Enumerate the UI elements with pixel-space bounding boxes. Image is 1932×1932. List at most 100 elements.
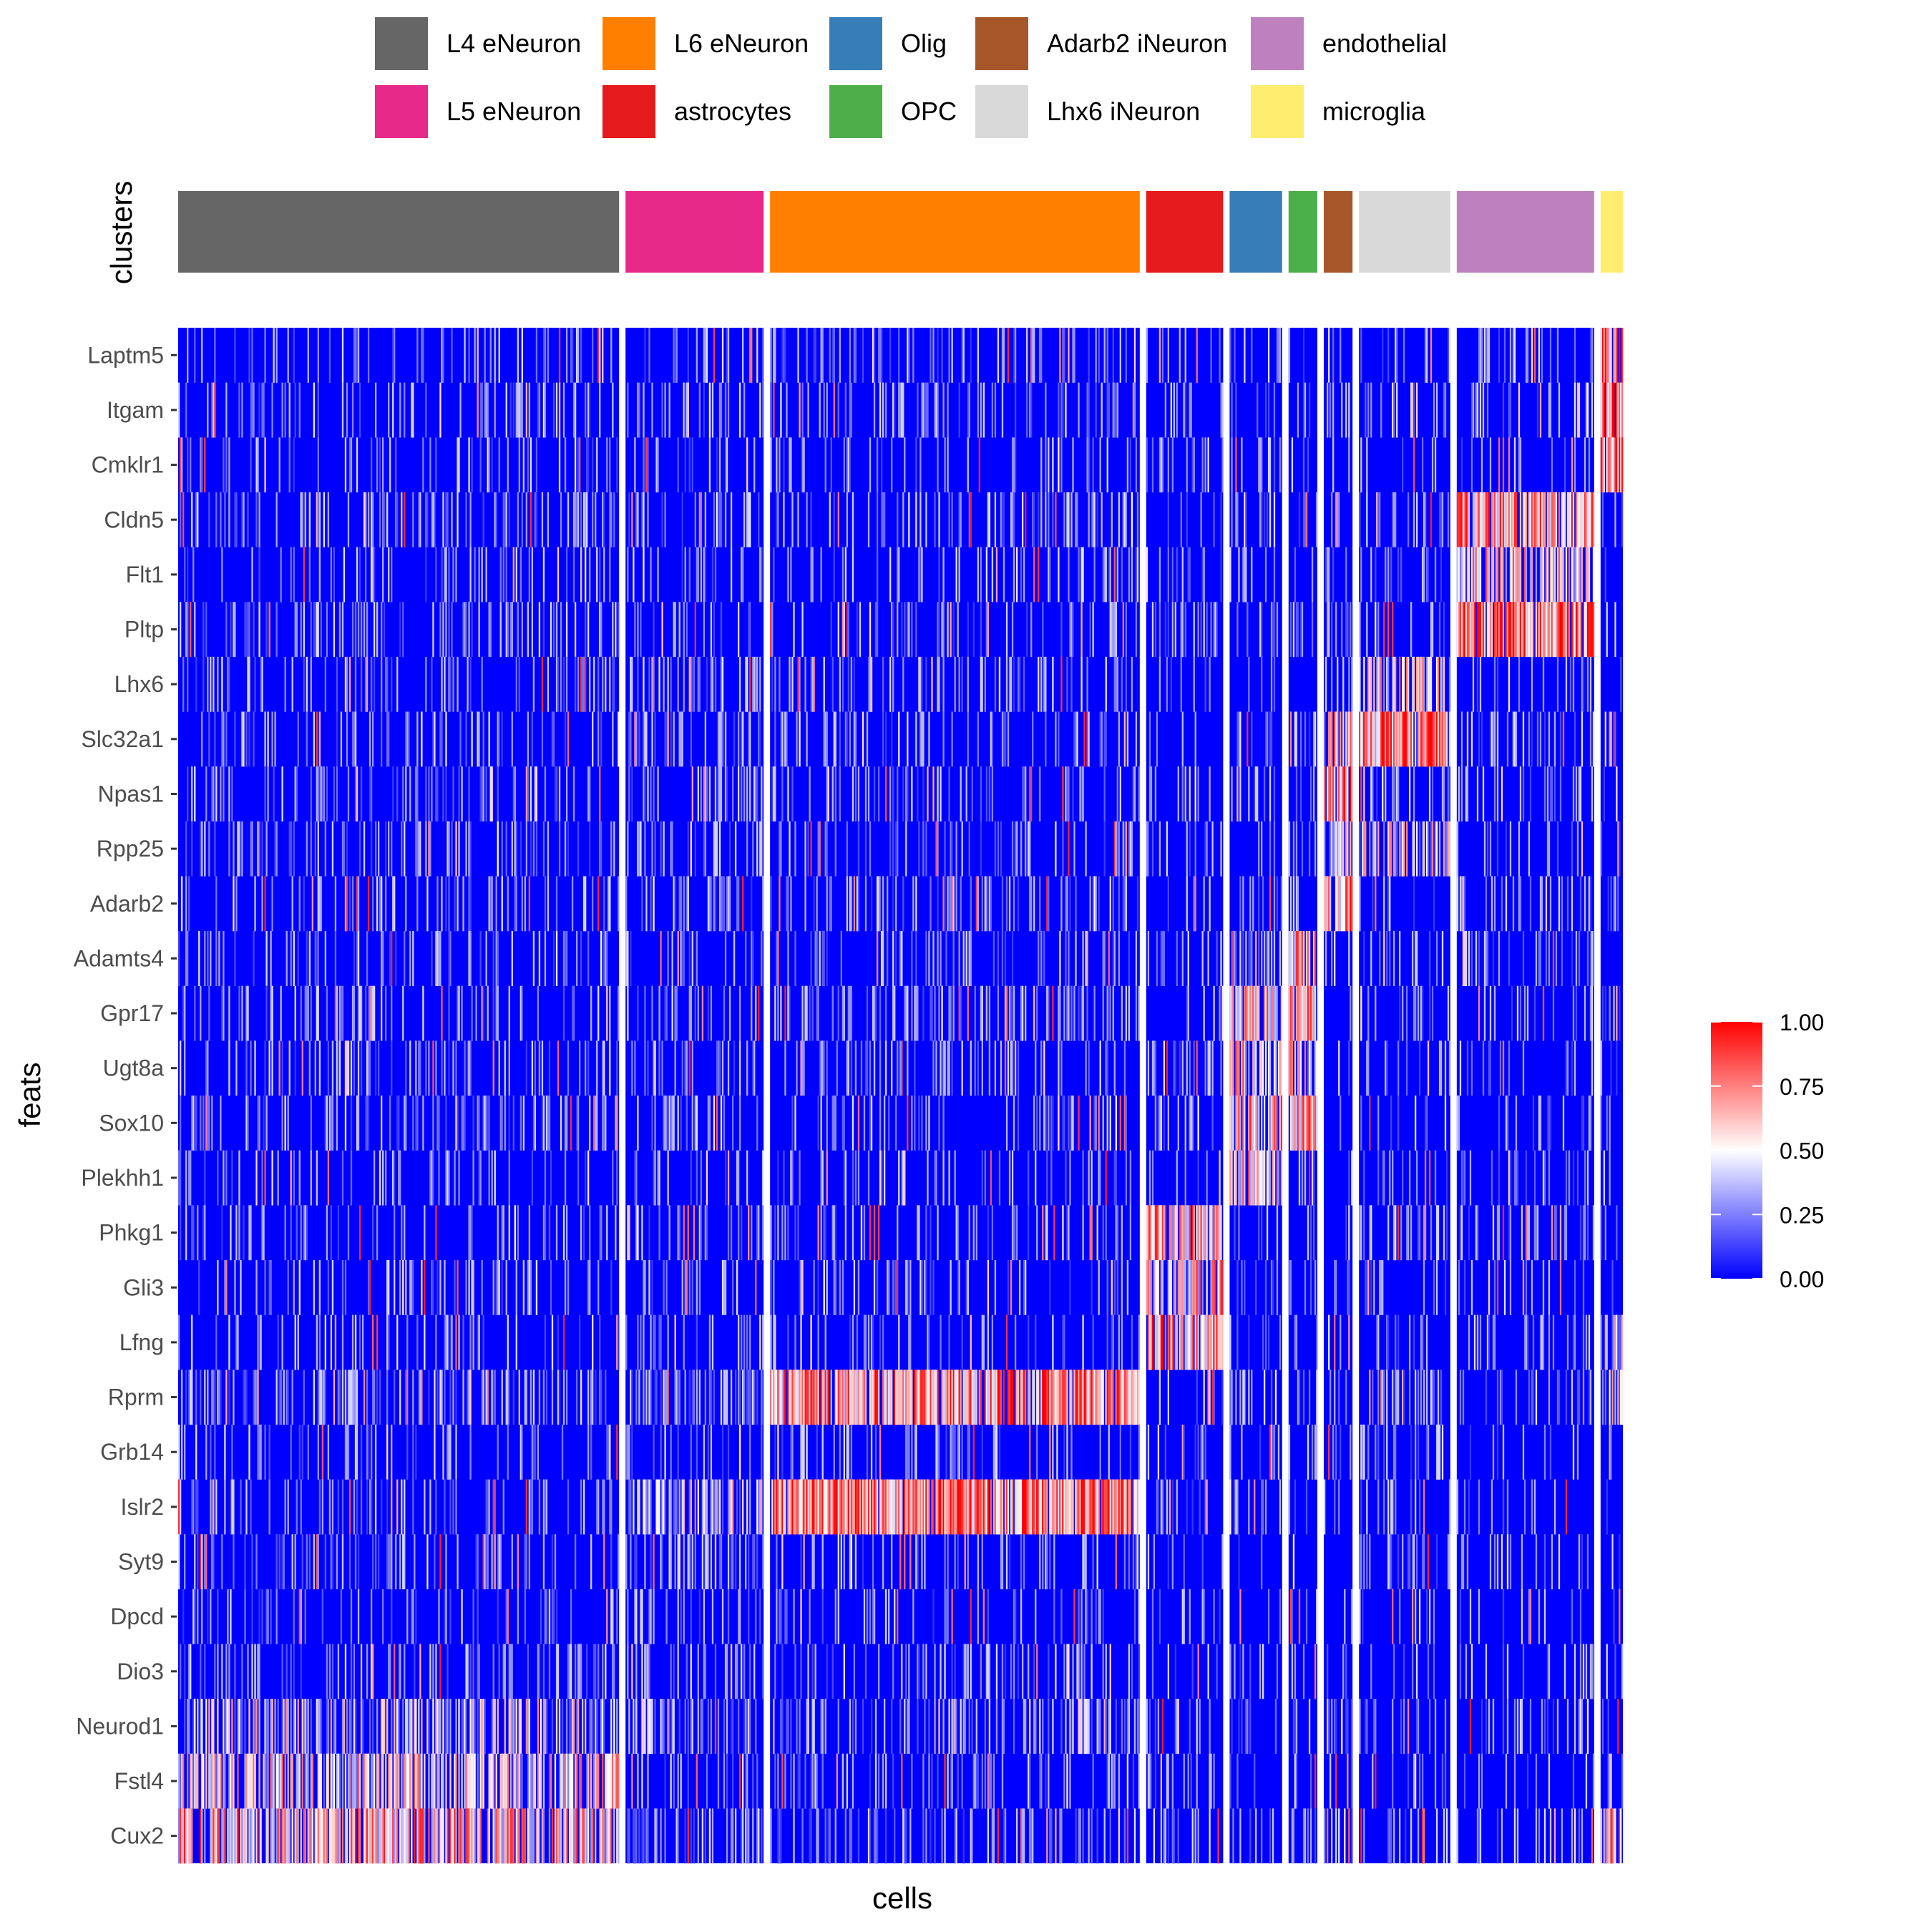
heatmap-cell: [947, 1589, 949, 1644]
heatmap-cell: [761, 1424, 763, 1480]
heatmap-cell: [330, 547, 333, 602]
heatmap-cell: [224, 1424, 226, 1480]
heatmap-cell: [371, 1534, 374, 1590]
heatmap-cell: [974, 985, 976, 1041]
heatmap-cell: [557, 1644, 560, 1699]
heatmap-cell: [972, 1479, 975, 1535]
heatmap-cell: [648, 1644, 650, 1699]
heatmap-cell: [357, 876, 360, 932]
heatmap-cell: [1058, 1370, 1060, 1425]
heatmap-cell: [218, 1370, 220, 1425]
heatmap-cell: [187, 931, 189, 987]
heatmap-cell: [806, 711, 808, 767]
heatmap-cell: [879, 1040, 882, 1096]
heatmap-cell: [357, 1808, 360, 1864]
heatmap-cell: [909, 1259, 912, 1315]
heatmap-cell: [447, 1699, 449, 1755]
heatmap-cell: [297, 931, 299, 987]
heatmap-cell: [485, 547, 487, 602]
heatmap-cell: [364, 1808, 367, 1864]
heatmap-cell: [634, 1150, 636, 1206]
heatmap-cell: [321, 1808, 324, 1864]
heatmap-cell: [551, 711, 554, 767]
heatmap-cell: [472, 1314, 474, 1370]
heatmap-cell: [749, 1314, 751, 1370]
heatmap-cell: [882, 1479, 884, 1535]
heatmap-cell: [283, 1808, 285, 1864]
heatmap-cell: [789, 437, 791, 493]
heatmap-cell: [804, 876, 806, 932]
heatmap-cell: [704, 821, 707, 877]
heatmap-cell: [720, 1370, 723, 1425]
heatmap-cell: [248, 1699, 250, 1755]
heatmap-cell: [746, 1040, 748, 1096]
heatmap-cell: [665, 1370, 668, 1425]
heatmap-cell: [813, 328, 815, 383]
heatmap-cell: [344, 1808, 347, 1864]
heatmap-cell: [281, 1040, 283, 1096]
heatmap-cell: [945, 1424, 947, 1480]
heatmap-cell: [921, 382, 923, 438]
heatmap-cell: [188, 876, 190, 932]
heatmap-cell: [1075, 1479, 1077, 1535]
heatmap-cell: [432, 1259, 434, 1315]
heatmap-cell: [275, 602, 278, 658]
heatmap-cell: [207, 382, 209, 438]
heatmap-cell: [864, 821, 867, 877]
heatmap-cell: [508, 492, 510, 547]
heatmap-cell: [461, 1808, 463, 1864]
heatmap-cell: [668, 382, 670, 438]
heatmap-cell: [1078, 1589, 1080, 1644]
heatmap-cell: [303, 602, 305, 658]
heatmap-cell: [346, 1808, 348, 1864]
heatmap-cell: [742, 1370, 744, 1425]
heatmap-cell: [690, 1644, 692, 1699]
heatmap-cell: [542, 1753, 545, 1809]
heatmap-cell: [568, 1644, 571, 1699]
heatmap-cell: [373, 1370, 376, 1425]
heatmap-cell: [753, 1040, 756, 1096]
heatmap-cell: [296, 602, 298, 658]
heatmap-cell: [248, 1808, 250, 1864]
heatmap-cell: [807, 1644, 809, 1699]
heatmap-cell: [195, 1479, 197, 1535]
heatmap-cell: [217, 1589, 219, 1644]
heatmap-cell: [545, 1096, 548, 1151]
heatmap-cell: [873, 1205, 876, 1261]
heatmap-cell: [567, 821, 570, 877]
heatmap-cell: [558, 1370, 561, 1425]
heatmap-cell: [537, 1753, 540, 1809]
heatmap-cell: [859, 1370, 862, 1425]
heatmap-cell: [713, 821, 716, 877]
heatmap-cell: [547, 328, 550, 383]
heatmap-cell: [445, 1314, 447, 1370]
heatmap-cell: [873, 1040, 876, 1096]
heatmap-cell: [491, 437, 493, 493]
heatmap-cell: [710, 1699, 713, 1755]
heatmap-cell: [357, 1096, 360, 1151]
heatmap-cell: [809, 766, 811, 822]
heatmap-cell: [248, 1424, 250, 1480]
heatmap-cell: [258, 821, 260, 877]
heatmap-cell: [892, 931, 894, 987]
heatmap-cell: [688, 656, 691, 712]
heatmap-cell: [544, 1589, 547, 1644]
heatmap-cell: [762, 328, 764, 383]
heatmap-cell: [897, 602, 899, 658]
heatmap-cell: [477, 382, 479, 438]
heatmap-cell: [657, 1479, 659, 1535]
heatmap-cell: [452, 1040, 454, 1096]
heatmap-cell: [674, 1479, 676, 1535]
heatmap-cell: [575, 1370, 578, 1425]
heatmap-cell: [1082, 931, 1084, 987]
heatmap-cell: [497, 711, 499, 767]
heatmap-cell: [1023, 1479, 1025, 1535]
heatmap-cell: [394, 1370, 396, 1425]
heatmap-cell: [268, 1259, 270, 1315]
heatmap-cell: [693, 1370, 695, 1425]
heatmap-cell: [612, 656, 614, 712]
heatmap-cell: [590, 1753, 592, 1809]
heatmap-cell: [628, 711, 630, 767]
heatmap-cell: [724, 1150, 727, 1206]
heatmap-cell: [745, 1534, 747, 1590]
